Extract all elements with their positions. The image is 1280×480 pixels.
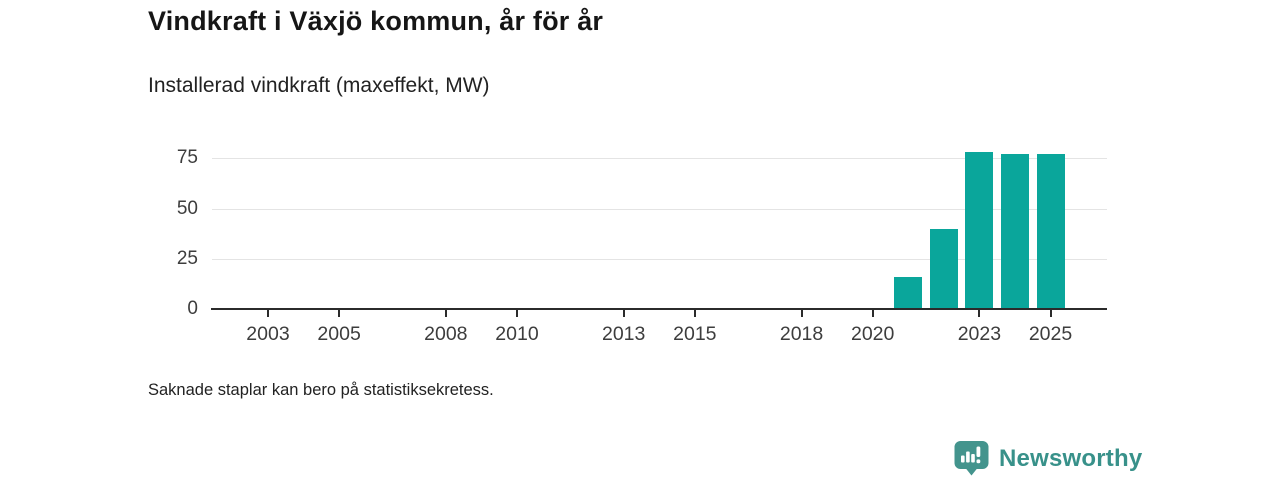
x-axis-label-2013: 2013: [601, 323, 646, 345]
gridline-25: [212, 258, 1107, 260]
gridline-75: [212, 158, 1107, 160]
footnote: Saknade staplar kan bero på statistiksek…: [148, 381, 494, 399]
y-axis-label-0: 0: [187, 298, 198, 319]
x-tick-2003: [267, 310, 269, 317]
page-title: Vindkraft i Växjö kommun, år för år: [148, 6, 604, 36]
x-axis-label-2020: 2020: [850, 323, 895, 345]
x-tick-2013: [622, 310, 625, 317]
newsworthy-logo-icon: [953, 440, 990, 478]
x-tick-2018: [800, 310, 803, 317]
chart-subtitle: Installerad vindkraft (maxeffekt, MW): [148, 74, 490, 97]
newsworthy-branding: Newsworthy: [953, 440, 1142, 478]
x-axis-label-2010: 2010: [495, 323, 539, 345]
y-axis-label-50: 50: [176, 197, 198, 219]
bar-2024: [1000, 154, 1029, 309]
x-tick-2025: [1049, 310, 1052, 317]
y-axis-label-75: 75: [176, 147, 198, 169]
x-axis-label-2023: 2023: [957, 323, 1002, 345]
x-tick-2010: [515, 310, 518, 317]
x-axis-label-2025: 2025: [1028, 323, 1073, 345]
x-axis-label-2015: 2015: [673, 323, 717, 345]
bar-2025: [1036, 154, 1065, 309]
newsworthy-wordmark: Newsworthy: [999, 445, 1143, 472]
x-axis-label-2018: 2018: [779, 323, 824, 345]
x-axis-label-2003: 2003: [246, 323, 290, 345]
x-axis-label-2008: 2008: [424, 323, 468, 345]
x-tick-2005: [338, 310, 341, 317]
x-tick-2015: [693, 310, 696, 317]
x-tick-2008: [444, 310, 447, 317]
x-axis: [211, 307, 1107, 310]
y-axis-label-25: 25: [176, 247, 198, 269]
x-axis-label-2005: 2005: [317, 323, 361, 345]
gridline-50: [212, 208, 1107, 210]
x-tick-2023: [978, 310, 981, 317]
bar-2023: [965, 152, 994, 309]
bar-2021: [894, 277, 923, 309]
x-tick-2020: [871, 310, 874, 317]
bar-2022: [929, 229, 958, 309]
